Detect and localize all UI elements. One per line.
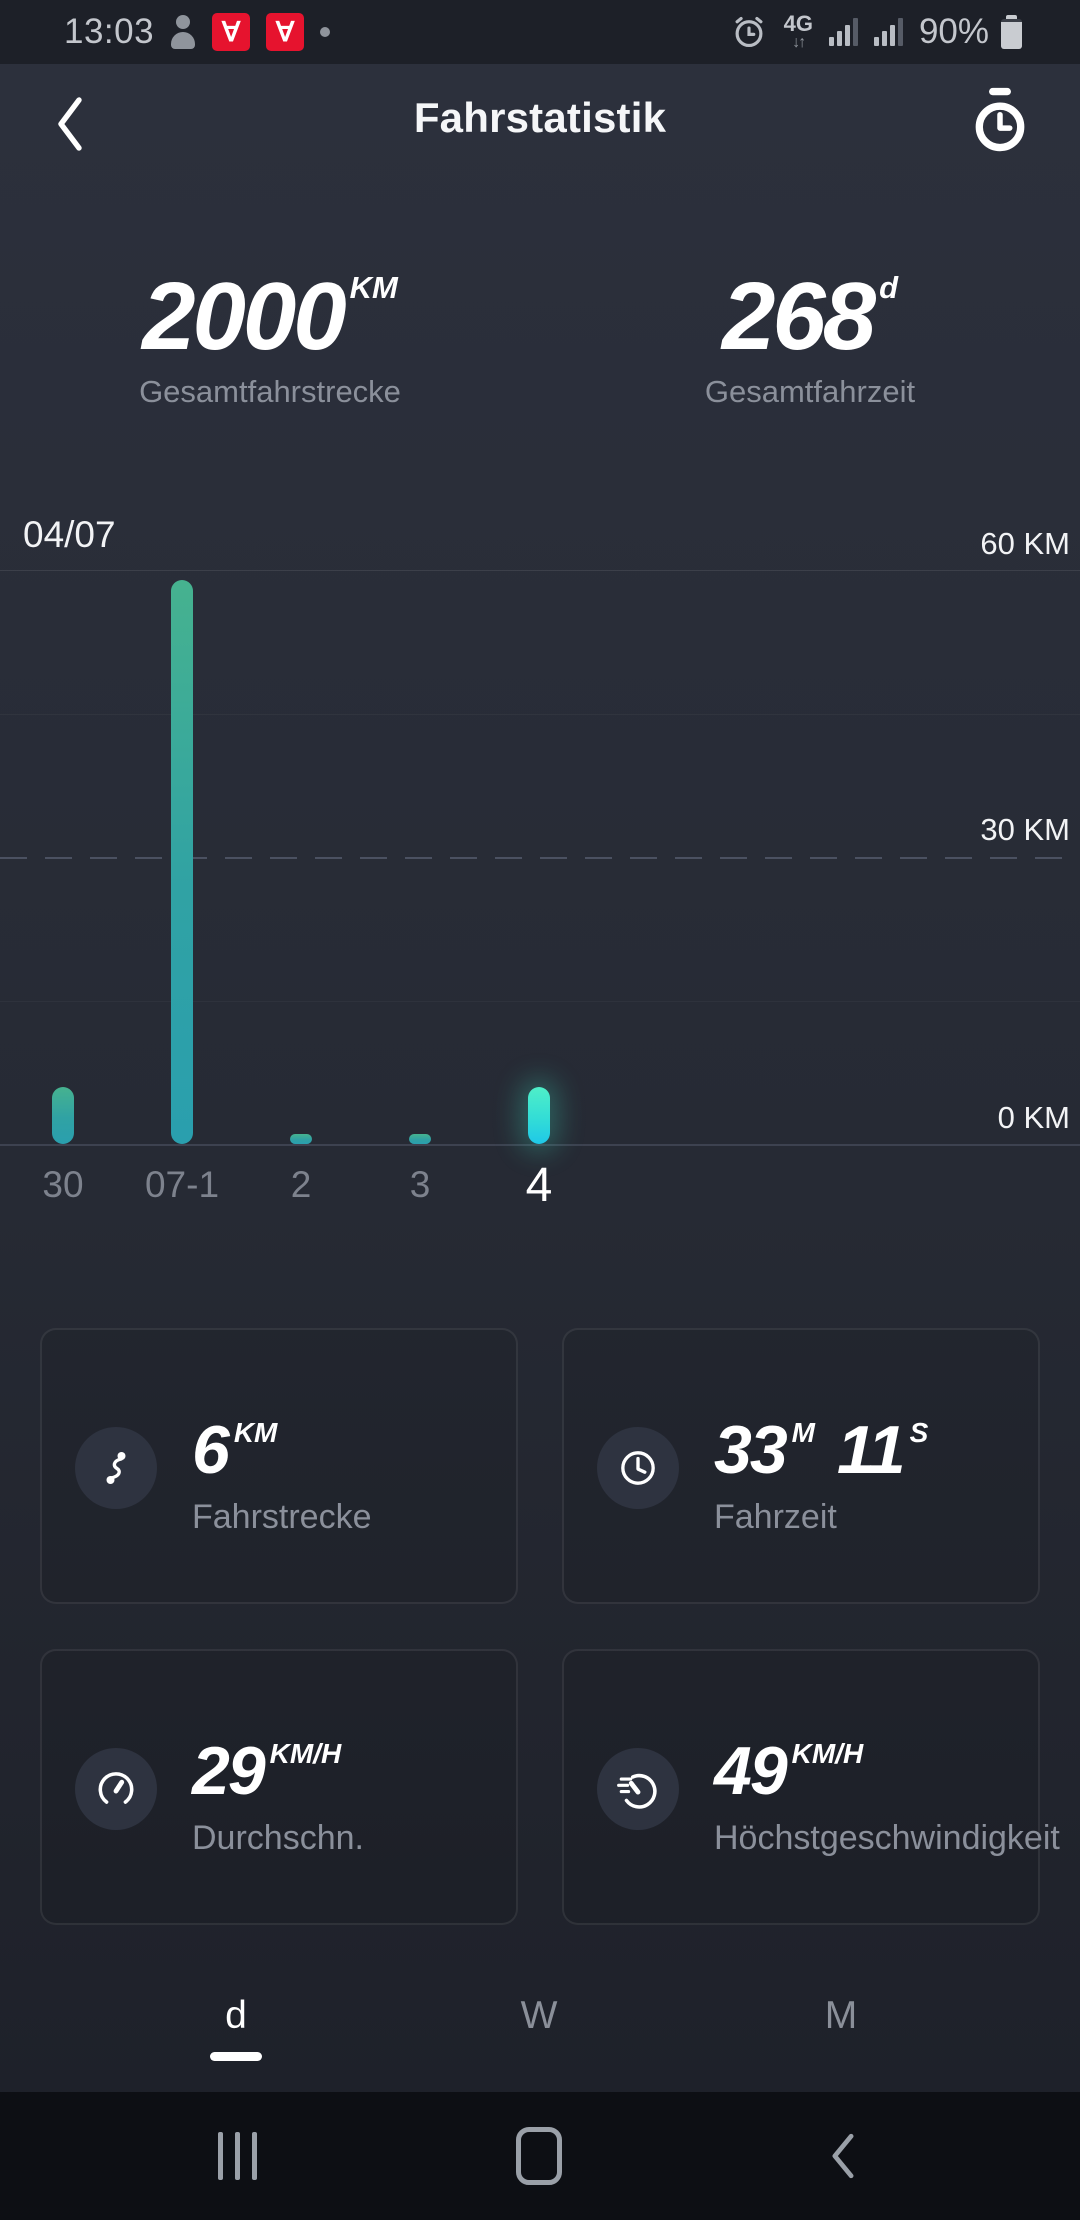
battery-icon <box>1001 15 1022 49</box>
battery-percent: 90% <box>918 12 989 51</box>
gridline-30km-dashed <box>0 857 1080 859</box>
card-value: 33 M 11 S <box>714 1412 929 1488</box>
person-icon <box>170 15 196 49</box>
chart-x-label-30[interactable]: 30 <box>42 1164 84 1205</box>
card-value: 29 KM/H <box>192 1733 342 1809</box>
nav-back-icon[interactable] <box>783 2092 903 2220</box>
card-value: 49 KM/H <box>714 1733 864 1809</box>
gridline-60km <box>0 570 1080 571</box>
chart-x-label-2[interactable]: 2 <box>290 1164 312 1205</box>
tab-month[interactable]: M <box>824 1994 858 2037</box>
chart-bar-4[interactable] <box>528 1087 550 1144</box>
max-speed-icon <box>597 1748 679 1830</box>
gridline-45km <box>0 714 1080 715</box>
app-badge-icon: ∀ <box>212 13 251 51</box>
page-title: Fahrstatistik <box>413 94 667 141</box>
signal-icon-sim2 <box>873 18 903 46</box>
card-label: Durchschn. <box>192 1819 364 1857</box>
home-icon[interactable] <box>479 2092 599 2220</box>
active-tab-underline <box>210 2052 262 2061</box>
stopwatch-icon[interactable] <box>972 86 1028 158</box>
card-hoechstgeschwindigkeit: 49 KM/H Höchstgeschwindigkeit <box>562 1649 1060 1925</box>
speedometer-icon <box>75 1748 157 1830</box>
tab-day[interactable]: d <box>225 1994 247 2037</box>
route-icon <box>75 1427 157 1509</box>
card-durchschnitt: 29 KM/H Durchschn. <box>40 1649 518 1925</box>
chart-date-label: 04/07 <box>23 514 116 555</box>
app-header: Fahrstatistik <box>0 64 1080 184</box>
android-nav-bar <box>0 2092 1080 2220</box>
chart-bar-07-1[interactable] <box>171 580 193 1144</box>
chart-bar-3[interactable] <box>409 1134 431 1144</box>
card-fahrzeit: 33 M 11 S Fahrzeit <box>562 1328 1040 1604</box>
back-button[interactable] <box>52 92 102 156</box>
signal-icon-sim1 <box>828 18 858 46</box>
clock-icon <box>597 1427 679 1509</box>
status-bar: 13:03 ∀ ∀ 4G ↓↑ 90% <box>0 0 1080 64</box>
card-label: Höchstgeschwindigkeit <box>714 1819 1060 1857</box>
chart-bar-30[interactable] <box>52 1087 74 1144</box>
chart-plot <box>0 570 1080 1146</box>
totals-row: 2000 KM Gesamtfahrstrecke 268 d Gesamtfahr… <box>0 264 1080 410</box>
recents-icon[interactable] <box>177 2092 297 2220</box>
y-axis-tick-0: 0 KM <box>997 1100 1070 1135</box>
network-type-icon: 4G ↓↑ <box>783 11 813 51</box>
card-value: 6 KM <box>192 1412 278 1488</box>
gridline-15km <box>0 1001 1080 1002</box>
chart-baseline <box>0 1144 1080 1146</box>
y-axis-tick-60: 60 KM <box>980 526 1070 561</box>
chart-x-labels: 30 07-1 2 3 4 <box>0 1158 1080 1218</box>
status-time: 13:03 <box>64 12 155 51</box>
total-distance: 2000 KM Gesamtfahrstrecke <box>139 263 401 409</box>
card-label: Fahrzeit <box>714 1498 837 1536</box>
app-badge-icon: ∀ <box>266 13 305 51</box>
period-tabs: d W M <box>0 1994 1080 2074</box>
tab-week[interactable]: W <box>520 1994 558 2037</box>
chart-x-label-4[interactable]: 4 <box>525 1159 553 1212</box>
fahrstatistik-screen: Fahrstatistik 2000 KM Gesamtfahrstrecke 2… <box>0 64 1080 2092</box>
chart-x-label-07-1[interactable]: 07-1 <box>144 1164 220 1205</box>
notification-dot-icon <box>320 27 331 37</box>
card-fahrstrecke: 6 KM Fahrstrecke <box>40 1328 518 1604</box>
chart-x-label-3[interactable]: 3 <box>409 1164 431 1205</box>
alarm-icon <box>730 13 768 51</box>
chart-bar-2[interactable] <box>290 1134 312 1144</box>
total-ride-time: 268 d Gesamtfahrzeit <box>704 263 916 409</box>
y-axis-tick-30: 30 KM <box>980 812 1070 847</box>
card-label: Fahrstrecke <box>192 1498 372 1536</box>
stat-cards: 6 KM Fahrstrecke 33 M 11 S Fahrzeit <box>40 1328 1060 1925</box>
